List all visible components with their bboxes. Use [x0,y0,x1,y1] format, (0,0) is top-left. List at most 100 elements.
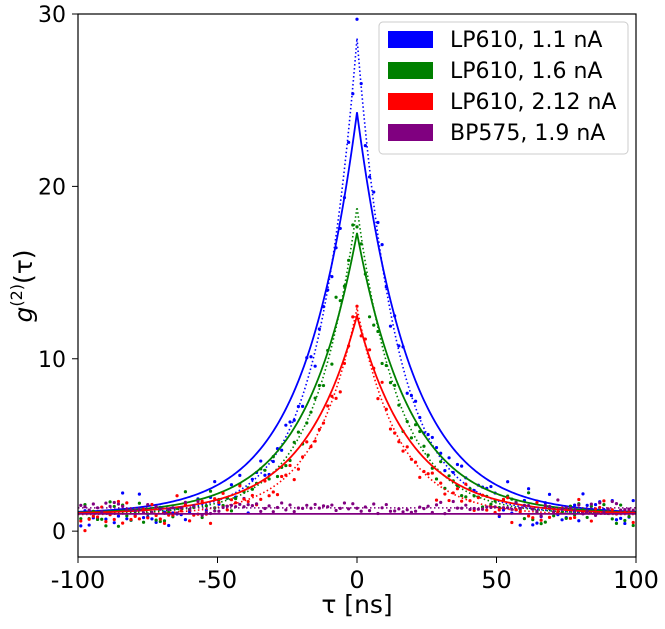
data-point [447,456,451,460]
data-point [116,499,121,504]
data-point [464,495,468,499]
data-point [409,436,414,440]
data-point [83,505,87,509]
data-point [543,503,547,507]
data-point [171,506,175,510]
data-point [401,510,405,514]
x-tick-label: 100 [613,566,659,594]
y-tick-label: 0 [52,520,66,545]
data-point [627,514,631,519]
legend-label: LP610, 1.6 nA [450,59,602,84]
data-point [439,460,443,464]
data-point [204,510,208,514]
data-point [577,519,581,523]
data-point [460,464,464,468]
data-point [577,497,581,502]
data-point [200,499,204,503]
data-point [376,397,380,401]
data-point [125,514,129,518]
data-point [158,507,162,511]
y-tick-label: 10 [38,348,66,373]
data-point [585,503,589,507]
legend-label: LP610, 2.12 nA [450,90,616,115]
legend-frame [378,21,629,155]
data-point [167,523,171,528]
data-point [568,516,573,520]
data-point [610,508,614,512]
data-point [321,383,326,388]
data-point [79,503,83,507]
data-point [112,521,116,525]
data-point [367,348,372,352]
data-point [506,480,510,484]
data-point [405,508,409,512]
data-point [619,516,623,520]
data-point [183,518,188,522]
data-point [422,444,426,448]
data-point [284,423,288,427]
data-point [284,463,288,468]
data-point [347,507,351,511]
legend-swatch [388,93,433,110]
data-point [129,508,133,512]
data-point [380,380,384,384]
data-point [91,502,95,506]
data-point [112,500,116,505]
data-point [455,462,460,467]
data-point [623,508,627,512]
data-point [313,364,317,368]
data-point [317,427,321,432]
data-point [447,474,451,478]
data-point [250,477,254,481]
data-point [451,499,455,504]
data-point [564,516,568,521]
data-point [413,399,418,403]
data-point [543,520,547,524]
data-point [280,474,284,479]
data-point [267,504,271,508]
data-point [330,275,334,279]
data-point [460,494,464,498]
data-point [522,503,527,507]
data-point [200,515,204,520]
data-point [79,524,83,528]
series-3 [78,498,636,518]
data-point [405,445,409,449]
data-point [430,471,434,475]
data-point [125,501,129,505]
data-point [526,504,531,508]
data-point [589,502,593,506]
data-point [418,475,422,479]
data-point [234,501,238,505]
data-point [108,500,112,504]
data-point [250,504,254,508]
data-point [489,484,493,489]
data-point [573,508,577,512]
data-point [79,519,83,523]
data-point [501,497,506,501]
data-point [447,498,451,503]
data-point [434,477,439,481]
data-point [430,435,434,440]
data-point [225,504,229,508]
data-point [535,500,539,505]
data-point [443,492,447,496]
data-point [238,484,242,488]
data-point [121,491,125,495]
data-point [150,517,154,521]
data-point [485,508,489,512]
data-point [141,516,146,520]
data-point [87,523,91,527]
data-point [259,509,263,514]
data-point [112,517,116,522]
data-point [229,509,234,513]
y-axis-label-base: g [9,307,38,323]
data-point [585,515,589,520]
legend-entries: LP610, 1.1 nA LP610, 1.6 nA LP610, 2.12 nA… [388,28,616,146]
data-point [162,521,167,525]
data-point [137,501,141,505]
data-point [426,472,430,476]
data-point [531,523,535,527]
data-point [367,509,372,513]
